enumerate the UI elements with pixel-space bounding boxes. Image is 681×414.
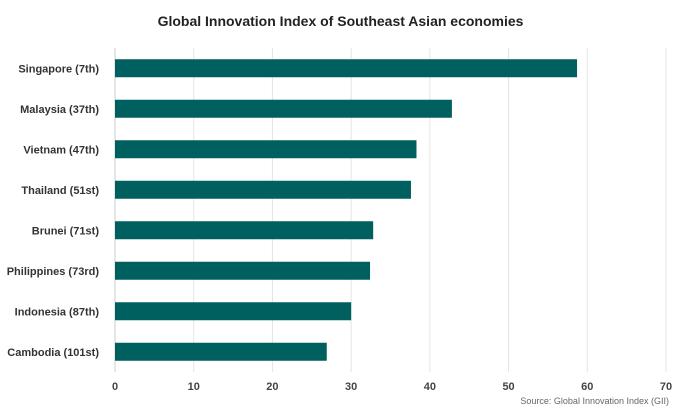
x-tick-label: 10 [188,381,200,393]
category-label: Thailand (51st) [21,185,99,197]
bar [115,302,352,321]
bar [115,342,327,361]
category-label: Brunei (71st) [32,225,100,237]
chart-title: Global Innovation Index of Southeast Asi… [157,13,524,29]
bar [115,59,578,78]
x-tick-label: 0 [112,381,118,393]
bar [115,221,374,240]
source-note: Source: Global Innovation Index (GII) [520,396,669,406]
category-label: Singapore (7th) [18,63,99,75]
x-tick-label: 70 [660,381,672,393]
bars [115,59,578,361]
x-tick-label: 40 [424,381,436,393]
category-label: Philippines (73rd) [7,266,100,278]
category-label: Malaysia (37th) [20,104,99,116]
bar [115,261,371,280]
bar [115,99,452,118]
category-label: Cambodia (101st) [7,347,99,359]
x-tick-label: 50 [502,381,514,393]
category-label: Vietnam (47th) [23,144,99,156]
bar [115,180,411,199]
x-tick-label: 60 [581,381,593,393]
category-label: Indonesia (87th) [15,306,100,318]
x-tick-label: 30 [345,381,357,393]
gridlines [114,48,667,372]
category-labels: Singapore (7th) Malaysia (37th) Vietnam (4… [7,63,100,359]
tick-labels: 0 10 20 30 40 50 60 70 [112,381,672,393]
x-tick-label: 20 [266,381,278,393]
bar [115,140,417,159]
